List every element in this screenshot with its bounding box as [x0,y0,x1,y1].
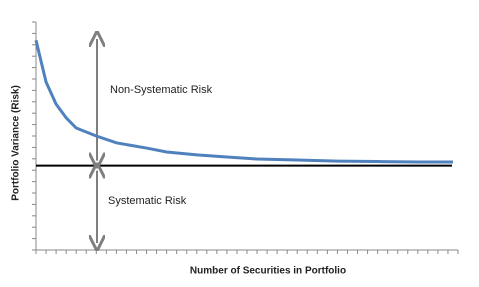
y-axis-label: Portfolio Variance (Risk) [11,85,22,201]
annotation: Systematic Risk [108,195,187,207]
x-axis-label: Number of Securities in Portfolio [190,266,346,277]
annotation: Non-Systematic Risk [110,84,213,96]
data-line [34,39,453,164]
